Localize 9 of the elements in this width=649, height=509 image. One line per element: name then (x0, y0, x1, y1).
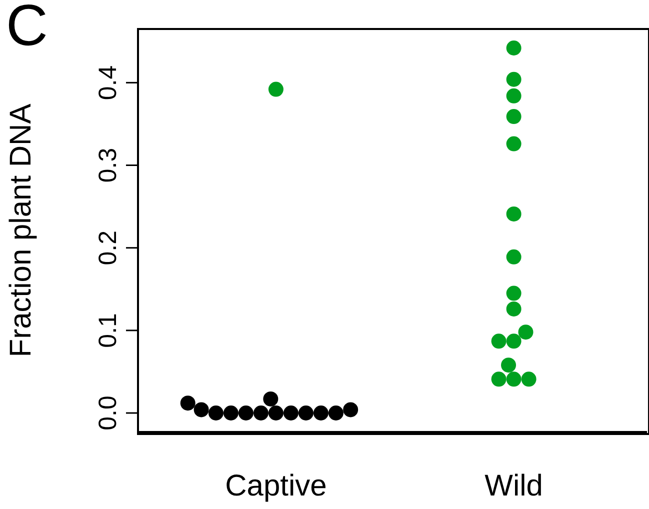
y-axis-title: Fraction plant DNA (4, 104, 38, 358)
chart-title: C (6, 0, 48, 60)
x-tick-label: Wild (484, 469, 543, 502)
y-tick-label: 0.1 (94, 313, 122, 348)
y-tick-label: 0.0 (94, 396, 122, 430)
y-tick-label: 0.3 (94, 148, 122, 183)
x-tick-label: Captive (225, 469, 327, 502)
y-tick-label: 0.2 (94, 230, 122, 266)
y-tick-label: 0.4 (94, 65, 122, 100)
